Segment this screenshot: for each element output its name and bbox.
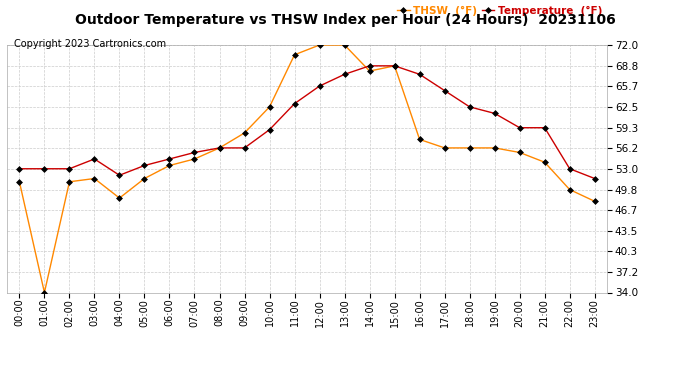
Temperature  (°F)	[115, 173, 124, 177]
Temperature  (°F)	[515, 126, 524, 130]
Temperature  (°F)	[540, 126, 549, 130]
Legend: THSW  (°F), Temperature  (°F): THSW (°F), Temperature (°F)	[397, 6, 602, 16]
THSW  (°F)	[90, 176, 99, 181]
Temperature  (°F)	[266, 128, 274, 132]
Temperature  (°F)	[40, 166, 48, 171]
Temperature  (°F)	[466, 105, 474, 109]
Line: Temperature  (°F): Temperature (°F)	[17, 64, 597, 181]
Temperature  (°F)	[566, 166, 574, 171]
THSW  (°F)	[515, 150, 524, 155]
THSW  (°F)	[290, 53, 299, 57]
Temperature  (°F)	[140, 163, 148, 168]
THSW  (°F)	[215, 146, 224, 150]
THSW  (°F)	[540, 160, 549, 165]
THSW  (°F)	[415, 137, 424, 142]
THSW  (°F)	[440, 146, 449, 150]
Temperature  (°F)	[15, 166, 23, 171]
THSW  (°F)	[115, 196, 124, 200]
THSW  (°F)	[491, 146, 499, 150]
THSW  (°F)	[66, 180, 74, 184]
Temperature  (°F)	[215, 146, 224, 150]
THSW  (°F)	[366, 69, 374, 73]
Temperature  (°F)	[290, 101, 299, 106]
THSW  (°F)	[340, 43, 348, 47]
Temperature  (°F)	[491, 111, 499, 116]
THSW  (°F)	[15, 180, 23, 184]
Temperature  (°F)	[90, 157, 99, 161]
Temperature  (°F)	[591, 176, 599, 181]
Temperature  (°F)	[166, 157, 174, 161]
Text: Copyright 2023 Cartronics.com: Copyright 2023 Cartronics.com	[14, 39, 166, 50]
Temperature  (°F)	[391, 64, 399, 68]
Temperature  (°F)	[190, 150, 199, 155]
THSW  (°F)	[566, 188, 574, 192]
THSW  (°F)	[266, 105, 274, 109]
Temperature  (°F)	[240, 146, 248, 150]
Text: Outdoor Temperature vs THSW Index per Hour (24 Hours)  20231106: Outdoor Temperature vs THSW Index per Ho…	[75, 13, 615, 27]
THSW  (°F)	[466, 146, 474, 150]
THSW  (°F)	[391, 64, 399, 68]
THSW  (°F)	[40, 290, 48, 295]
THSW  (°F)	[591, 199, 599, 204]
Temperature  (°F)	[66, 166, 74, 171]
Temperature  (°F)	[415, 72, 424, 76]
THSW  (°F)	[240, 130, 248, 135]
THSW  (°F)	[166, 163, 174, 168]
Temperature  (°F)	[315, 84, 324, 88]
Temperature  (°F)	[440, 88, 449, 93]
Temperature  (°F)	[340, 72, 348, 76]
THSW  (°F)	[315, 43, 324, 47]
Temperature  (°F)	[366, 64, 374, 68]
THSW  (°F)	[140, 176, 148, 181]
THSW  (°F)	[190, 157, 199, 161]
Line: THSW  (°F): THSW (°F)	[17, 43, 597, 295]
